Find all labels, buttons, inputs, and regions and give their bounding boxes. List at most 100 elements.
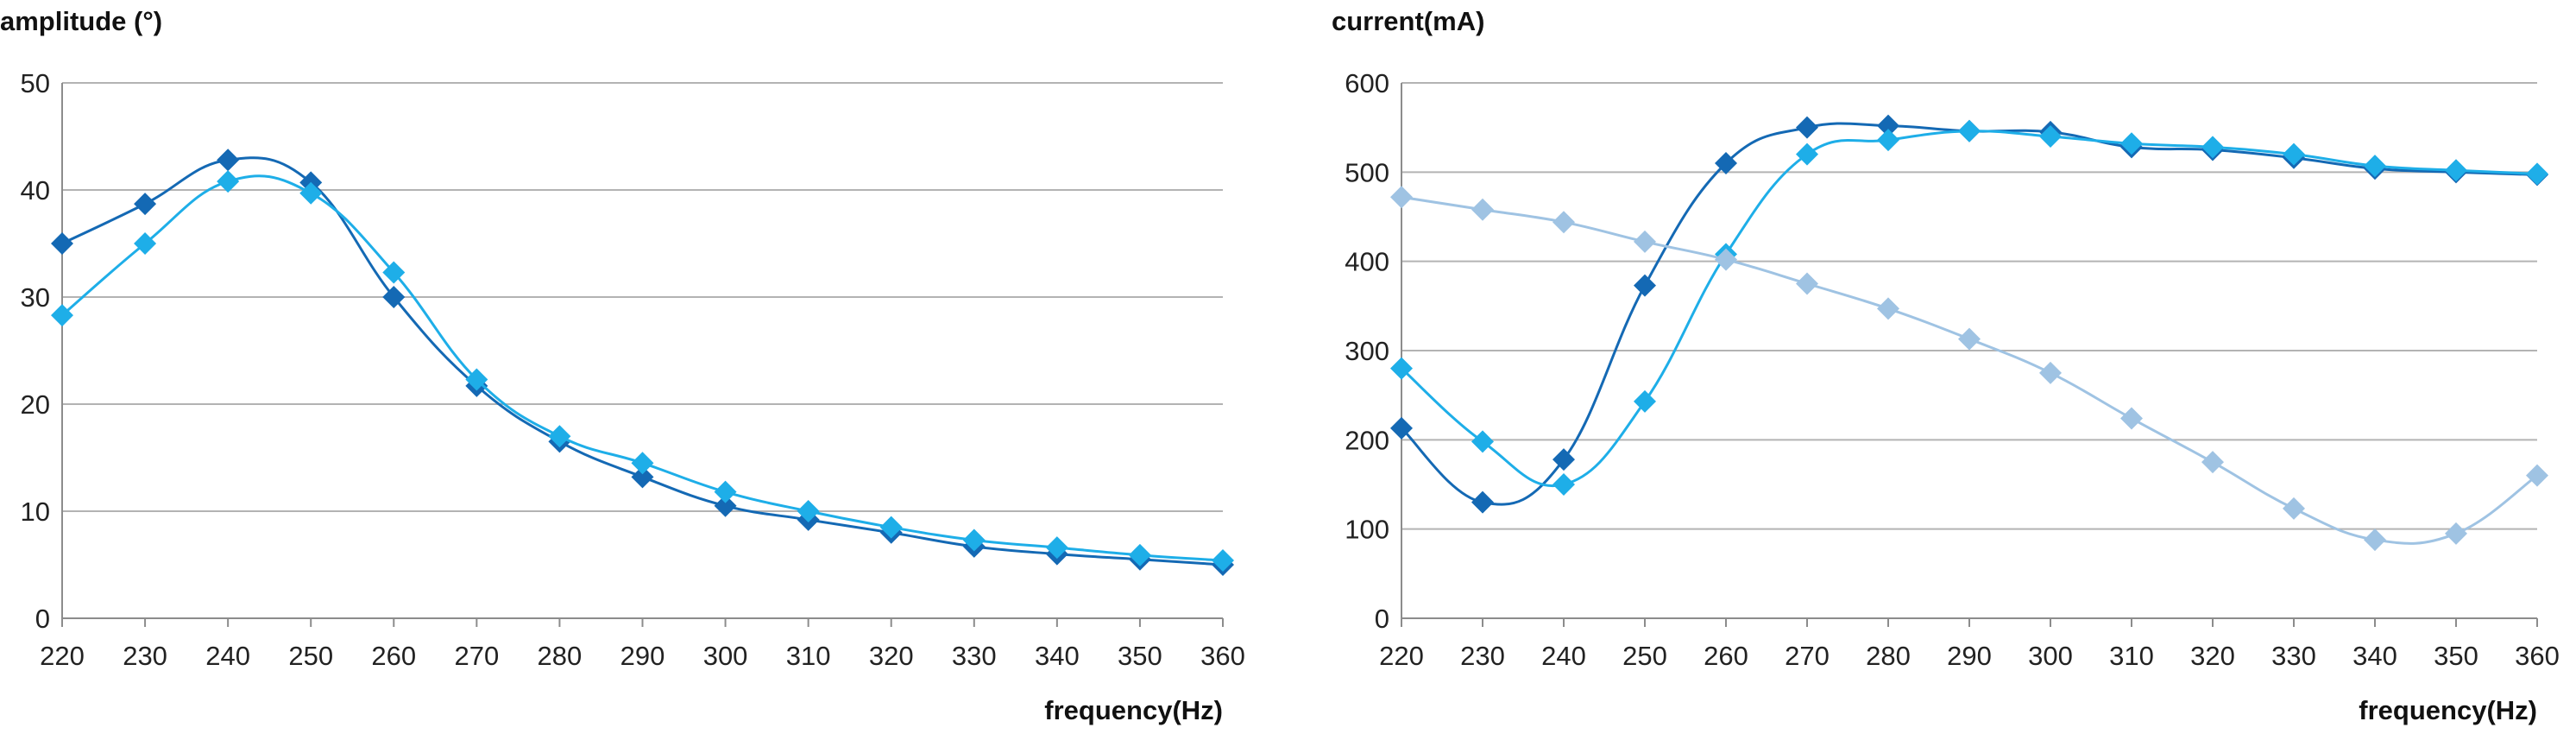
x-tick-label: 320	[869, 641, 914, 671]
x-tick-label: 220	[1379, 641, 1424, 671]
data-point	[217, 149, 240, 172]
data-point	[797, 500, 820, 522]
data-point	[134, 232, 157, 255]
y-tick-label: 0	[35, 604, 50, 634]
data-point	[2283, 497, 2305, 520]
data-point	[1715, 248, 1737, 271]
data-point	[1877, 129, 1899, 152]
y-tick-label: 30	[21, 282, 50, 313]
data-point	[1958, 119, 1981, 142]
series-line	[61, 174, 1224, 562]
data-point	[1796, 272, 1818, 295]
data-point	[2039, 125, 2062, 148]
data-point	[382, 261, 406, 284]
data-point	[2445, 159, 2467, 182]
data-point	[2526, 162, 2548, 186]
data-point	[382, 286, 406, 308]
series-line	[1400, 130, 2538, 487]
data-point	[1553, 473, 1575, 496]
x-tick-label: 270	[454, 641, 499, 671]
data-point	[1553, 211, 1575, 234]
series-line	[61, 156, 1224, 566]
data-point	[714, 494, 737, 517]
x-tick-label: 300	[2028, 641, 2073, 671]
x-axis-label: frequency(Hz)	[1044, 695, 1223, 725]
y-tick-label: 300	[1345, 336, 1389, 366]
x-tick-label: 340	[1035, 641, 1080, 671]
data-point	[1796, 116, 1818, 139]
series-3	[1390, 186, 2548, 552]
series-2	[51, 170, 1234, 573]
data-point	[2039, 361, 2062, 384]
data-point	[2120, 132, 2143, 155]
data-point	[1390, 416, 1413, 440]
y-tick-label: 40	[21, 175, 50, 206]
data-point	[2364, 155, 2386, 178]
data-point	[2364, 528, 2386, 552]
y-axis-label: current(mA)	[1332, 6, 1484, 36]
data-point	[631, 452, 654, 475]
data-point	[1877, 114, 1899, 137]
x-tick-label: 310	[2109, 641, 2154, 671]
y-tick-label: 50	[21, 68, 50, 98]
x-tick-label: 350	[2434, 641, 2478, 671]
data-point	[2445, 522, 2467, 545]
data-point	[1390, 357, 1413, 380]
x-tick-label: 230	[123, 641, 167, 671]
x-tick-label: 250	[288, 641, 333, 671]
data-point	[1212, 549, 1234, 573]
data-point	[1045, 536, 1068, 560]
data-point	[2283, 142, 2305, 166]
data-point	[1471, 490, 1494, 514]
data-point	[1471, 198, 1494, 221]
x-axis-label: frequency(Hz)	[2359, 695, 2537, 725]
y-tick-label: 200	[1345, 425, 1389, 455]
x-tick-label: 230	[1460, 641, 1505, 671]
data-point	[548, 425, 571, 448]
data-point	[1796, 142, 1818, 166]
data-point	[631, 465, 654, 489]
data-point	[217, 170, 240, 193]
x-tick-label: 320	[2190, 641, 2235, 671]
data-point	[1715, 152, 1737, 174]
data-point	[1634, 389, 1656, 413]
x-tick-label: 300	[703, 641, 748, 671]
data-point	[134, 193, 157, 216]
y-tick-label: 0	[1375, 604, 1389, 634]
y-axis-label: amplitude (°)	[0, 6, 162, 36]
x-tick-label: 220	[40, 641, 85, 671]
y-tick-label: 400	[1345, 247, 1389, 277]
x-tick-label: 360	[2515, 641, 2560, 671]
series-line	[1400, 122, 2538, 506]
data-point	[2201, 136, 2224, 159]
y-tick-label: 100	[1345, 515, 1389, 545]
x-tick-label: 280	[1866, 641, 1911, 671]
x-tick-label: 350	[1118, 641, 1162, 671]
data-point	[879, 516, 903, 539]
y-tick-label: 10	[21, 497, 50, 527]
data-point	[2120, 407, 2143, 430]
data-point	[1634, 274, 1656, 297]
data-point	[2526, 464, 2548, 487]
data-point	[1390, 186, 1413, 209]
x-tick-label: 290	[1947, 641, 1992, 671]
x-tick-label: 270	[1785, 641, 1830, 671]
data-point	[1128, 543, 1151, 566]
x-tick-label: 330	[952, 641, 997, 671]
x-tick-label: 340	[2352, 641, 2397, 671]
data-point	[1471, 430, 1494, 453]
data-point	[1958, 327, 1981, 351]
chart-2: 0 100 200 300 400 500 600 220 230 240 250 260 270 280…	[1332, 6, 2560, 725]
x-tick-label: 330	[2271, 641, 2316, 671]
data-point	[465, 368, 488, 391]
x-tick-label: 260	[1704, 641, 1748, 671]
data-point	[1553, 448, 1575, 471]
chart-1: 0 10 20 30 40 50 220 230 240 250 260 270 280 290 300 31…	[0, 6, 1245, 725]
x-tick-label: 280	[538, 641, 583, 671]
y-tick-label: 500	[1345, 157, 1389, 187]
data-point	[962, 528, 986, 552]
x-tick-label: 240	[205, 641, 250, 671]
x-tick-label: 250	[1622, 641, 1667, 671]
